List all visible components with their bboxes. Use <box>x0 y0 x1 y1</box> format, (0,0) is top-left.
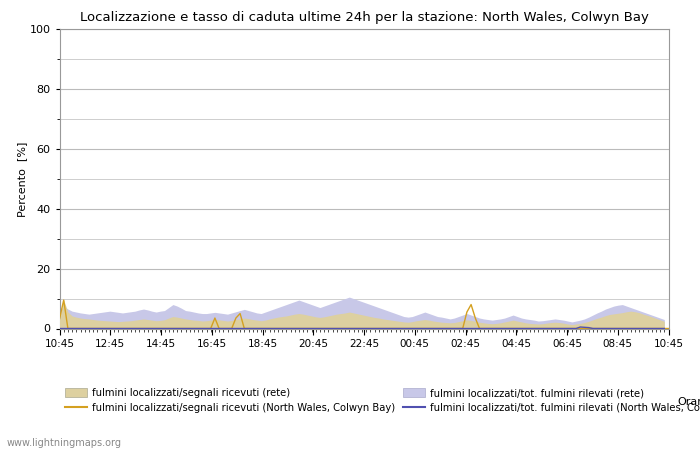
Title: Localizzazione e tasso di caduta ultime 24h per la stazione: North Wales, Colwyn: Localizzazione e tasso di caduta ultime … <box>80 11 648 24</box>
Text: www.lightningmaps.org: www.lightningmaps.org <box>7 438 122 448</box>
Legend: fulmini localizzati/segnali ricevuti (rete), fulmini localizzati/segnali ricevut: fulmini localizzati/segnali ricevuti (re… <box>64 388 700 413</box>
Y-axis label: Percento  [%]: Percento [%] <box>17 141 27 216</box>
Text: Orario: Orario <box>678 397 700 407</box>
